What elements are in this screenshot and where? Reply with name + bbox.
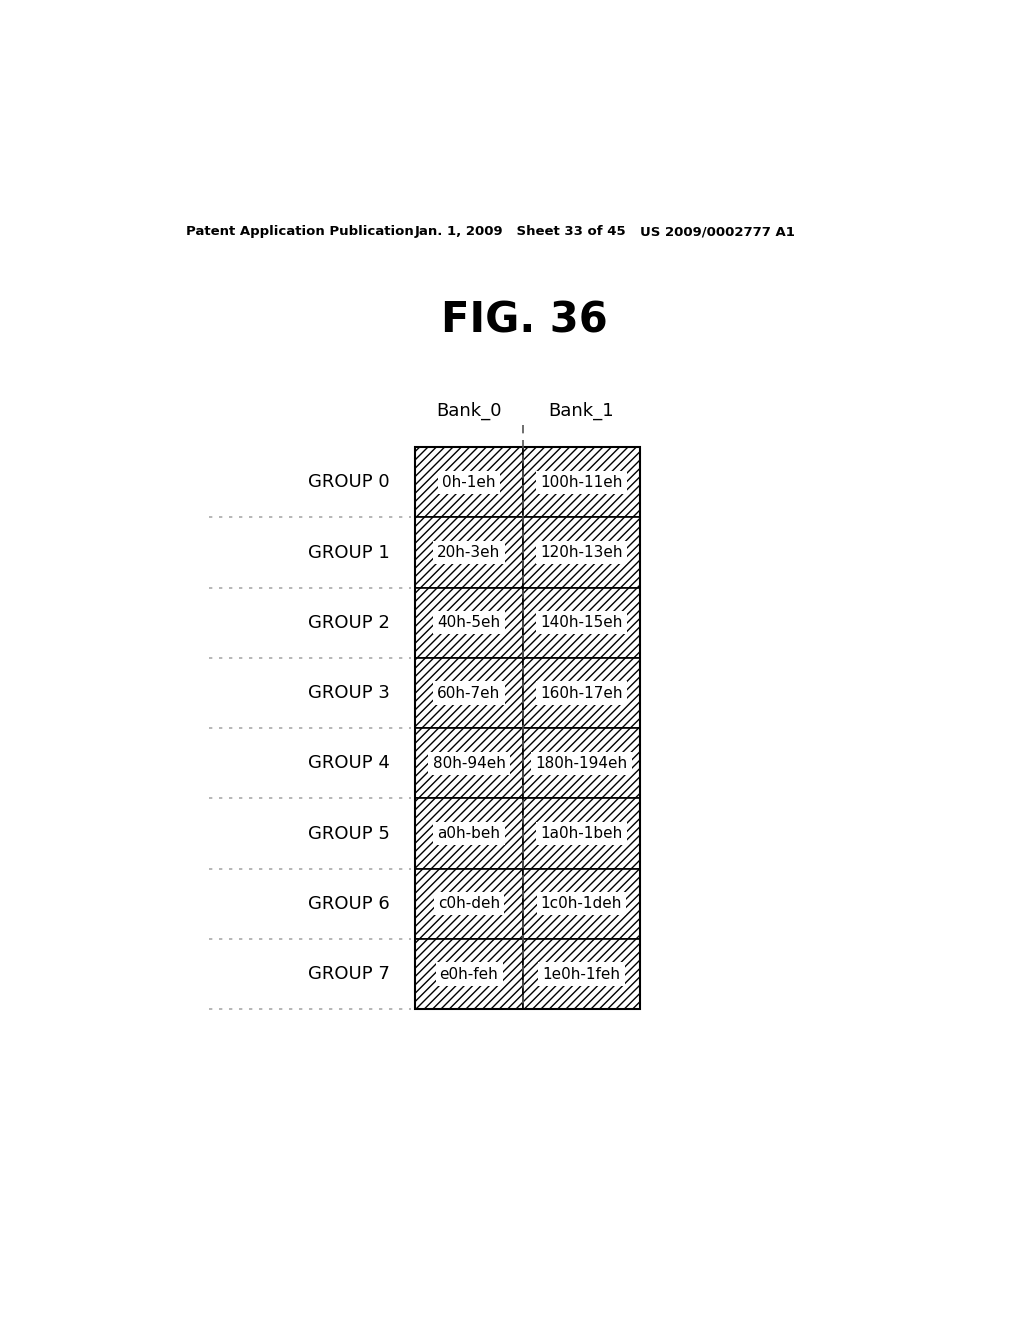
Text: FIG. 36: FIG. 36 bbox=[441, 300, 608, 341]
Text: Patent Application Publication: Patent Application Publication bbox=[186, 224, 414, 238]
Text: 0h-1eh: 0h-1eh bbox=[442, 475, 496, 490]
Text: US 2009/0002777 A1: US 2009/0002777 A1 bbox=[640, 224, 795, 238]
Bar bbox=[523, 447, 640, 517]
Text: 20h-3eh: 20h-3eh bbox=[437, 545, 501, 560]
Bar bbox=[415, 517, 523, 587]
Text: c0h-deh: c0h-deh bbox=[438, 896, 500, 911]
Bar bbox=[415, 729, 523, 799]
Text: GROUP 0: GROUP 0 bbox=[308, 474, 390, 491]
Bar bbox=[523, 657, 640, 729]
Text: GROUP 7: GROUP 7 bbox=[308, 965, 390, 983]
Text: 140h-15eh: 140h-15eh bbox=[541, 615, 623, 631]
Text: a0h-beh: a0h-beh bbox=[437, 826, 501, 841]
Text: 80h-94eh: 80h-94eh bbox=[432, 756, 506, 771]
Bar bbox=[523, 939, 640, 1010]
Text: GROUP 5: GROUP 5 bbox=[308, 825, 390, 842]
Bar bbox=[415, 447, 523, 517]
Bar bbox=[415, 939, 523, 1010]
Text: 40h-5eh: 40h-5eh bbox=[437, 615, 501, 631]
Text: 1c0h-1deh: 1c0h-1deh bbox=[541, 896, 622, 911]
Text: Jan. 1, 2009   Sheet 33 of 45: Jan. 1, 2009 Sheet 33 of 45 bbox=[415, 224, 627, 238]
Bar bbox=[415, 447, 640, 1010]
Bar bbox=[523, 517, 640, 587]
Bar bbox=[523, 587, 640, 657]
Text: e0h-feh: e0h-feh bbox=[439, 966, 499, 982]
Bar bbox=[415, 869, 523, 939]
Bar bbox=[523, 869, 640, 939]
Text: Bank_1: Bank_1 bbox=[549, 401, 614, 420]
Text: 1e0h-1feh: 1e0h-1feh bbox=[543, 966, 621, 982]
Text: GROUP 1: GROUP 1 bbox=[308, 544, 390, 561]
Text: GROUP 6: GROUP 6 bbox=[308, 895, 390, 913]
Text: 1a0h-1beh: 1a0h-1beh bbox=[541, 826, 623, 841]
Bar bbox=[415, 799, 523, 869]
Text: GROUP 3: GROUP 3 bbox=[308, 684, 390, 702]
Bar bbox=[415, 657, 523, 729]
Text: Bank_0: Bank_0 bbox=[436, 401, 502, 420]
Text: 160h-17eh: 160h-17eh bbox=[540, 685, 623, 701]
Text: 180h-194eh: 180h-194eh bbox=[536, 756, 628, 771]
Text: GROUP 4: GROUP 4 bbox=[308, 754, 390, 772]
Text: 100h-11eh: 100h-11eh bbox=[541, 475, 623, 490]
Text: GROUP 2: GROUP 2 bbox=[308, 614, 390, 632]
Text: 120h-13eh: 120h-13eh bbox=[540, 545, 623, 560]
Bar bbox=[523, 729, 640, 799]
Text: 60h-7eh: 60h-7eh bbox=[437, 685, 501, 701]
Bar bbox=[415, 587, 523, 657]
Bar bbox=[523, 799, 640, 869]
